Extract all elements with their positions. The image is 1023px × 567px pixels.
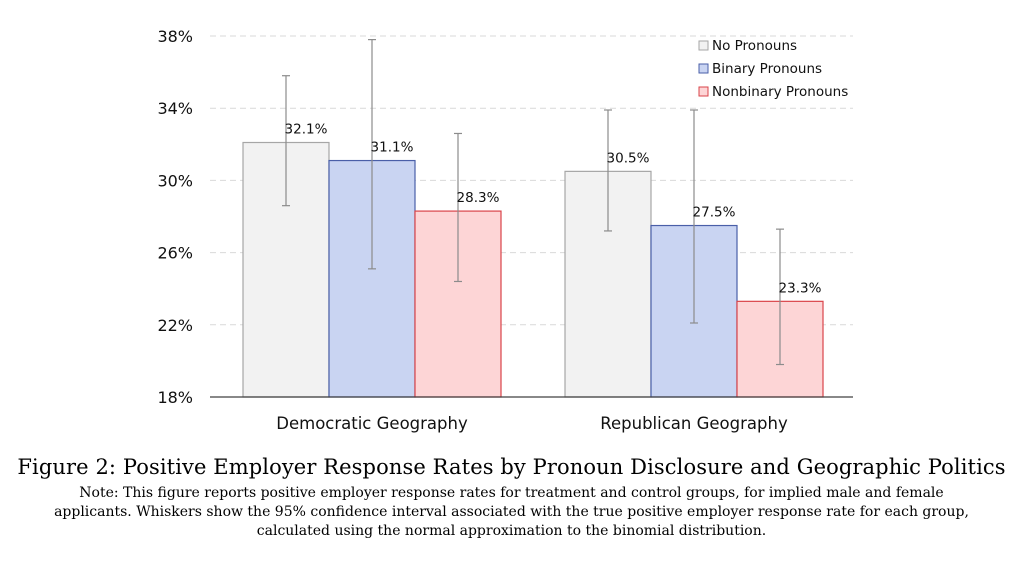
y-tick-label: 22% [157, 316, 193, 335]
legend-swatch [698, 86, 709, 97]
data-labels: 32.1% 30.5% 31.1% 27.5% 28.3% 23.3% [285, 121, 822, 296]
y-tick-label: 30% [157, 171, 193, 190]
error-bars [282, 39, 784, 366]
legend-swatch [698, 40, 709, 51]
data-label: 27.5% [693, 205, 736, 221]
data-label: 23.3% [779, 280, 822, 296]
x-category-label: Republican Geography [600, 414, 788, 433]
caption-note: Note: This figure reports positive emplo… [54, 485, 969, 539]
x-category-label: Democratic Geography [276, 414, 468, 433]
figure-caption: Figure 2: Positive Employer Response Rat… [10, 452, 1013, 541]
data-label: 28.3% [457, 190, 500, 206]
legend-swatch [698, 63, 709, 74]
legend-label: No Pronouns [712, 38, 797, 54]
legend: No Pronouns Binary Pronouns Nonbinary Pron… [698, 38, 848, 100]
x-axis-category-labels: Democratic Geography Republican Geography [276, 414, 788, 433]
legend-label: Binary Pronouns [712, 61, 822, 77]
y-tick-label: 26% [157, 244, 193, 263]
legend-label: Nonbinary Pronouns [712, 84, 848, 100]
y-axis-tick-labels: 18% 22% 26% 30% 34% 38% [157, 27, 193, 407]
y-tick-label: 34% [157, 99, 193, 118]
caption-title: Figure 2: Positive Employer Response Rat… [17, 455, 1006, 479]
data-label: 32.1% [285, 121, 328, 137]
data-label: 31.1% [371, 140, 414, 156]
bar-chart: 18% 22% 26% 30% 34% 38% 32.1% 30.5% 31.1% 27.5% 2… [157, 27, 853, 433]
y-tick-label: 38% [157, 27, 193, 46]
y-tick-label: 18% [157, 388, 193, 407]
data-label: 30.5% [607, 150, 650, 166]
